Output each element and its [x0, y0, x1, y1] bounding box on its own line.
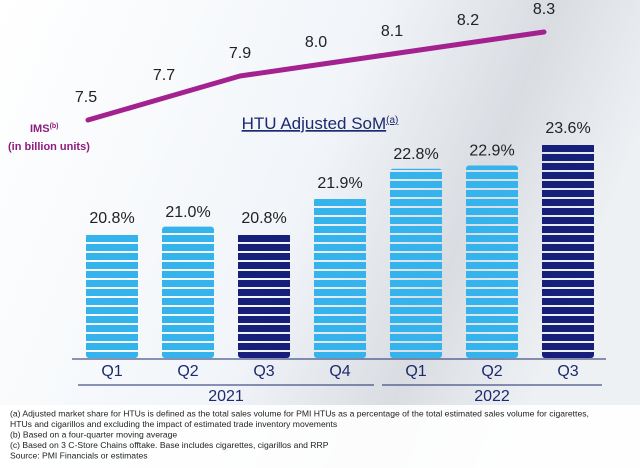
bar-label: 20.8%	[241, 210, 286, 227]
bar-label: 22.9%	[469, 143, 514, 160]
line-label: 8.2	[457, 12, 479, 29]
bar	[86, 233, 138, 358]
bar	[314, 197, 366, 358]
bar	[466, 165, 518, 358]
chart-title: HTU Adjusted SoM(a)	[242, 114, 399, 133]
notes-background	[0, 405, 640, 468]
bar-label: 21.9%	[317, 175, 362, 192]
bar-label: 21.0%	[165, 204, 210, 221]
bar	[390, 168, 442, 358]
x-tick-label: Q3	[557, 363, 578, 380]
footnote: (c) Based on 3 C-Store Chains offtake. B…	[10, 440, 329, 450]
year-label: 2022	[474, 388, 510, 405]
year-label: 2021	[208, 388, 244, 405]
footnote: Source: PMI Financials or estimates	[10, 450, 148, 460]
footnote: HTUs and cigarillos and excluding the im…	[10, 419, 337, 429]
line	[85, 29, 547, 123]
footnote: (a) Adjusted market share for HTUs is de…	[10, 408, 589, 418]
bar-label: 22.8%	[393, 146, 438, 163]
x-tick-label: Q2	[177, 363, 198, 380]
x-tick-label: Q2	[481, 363, 502, 380]
line-label: 7.9	[229, 45, 251, 62]
title-note: (a)	[386, 115, 398, 126]
bar-label: 20.8%	[89, 210, 134, 227]
line-label: 7.7	[153, 67, 175, 84]
line-label: 8.1	[381, 23, 403, 40]
x-tick-label: Q3	[253, 363, 274, 380]
line-label: 7.5	[75, 89, 97, 106]
line-label: IMS(b)	[30, 123, 59, 135]
footnote: (b) Based on a four-quarter moving avera…	[10, 429, 177, 439]
title-text: HTU Adjusted SoM	[242, 114, 387, 133]
bar	[238, 233, 290, 358]
x-tick-label: Q4	[329, 363, 350, 380]
x-tick-label: Q1	[101, 363, 122, 380]
bar	[542, 143, 594, 358]
line-label: 8.0	[305, 34, 327, 51]
bar-label: 23.6%	[545, 120, 590, 137]
line-unit: (in billion units)	[8, 141, 90, 153]
bar	[162, 226, 214, 358]
x-tick-label: Q1	[405, 363, 426, 380]
line-label: 8.3	[533, 1, 555, 18]
line-name: IMS	[30, 123, 50, 135]
line-name-note: (b)	[50, 123, 59, 130]
